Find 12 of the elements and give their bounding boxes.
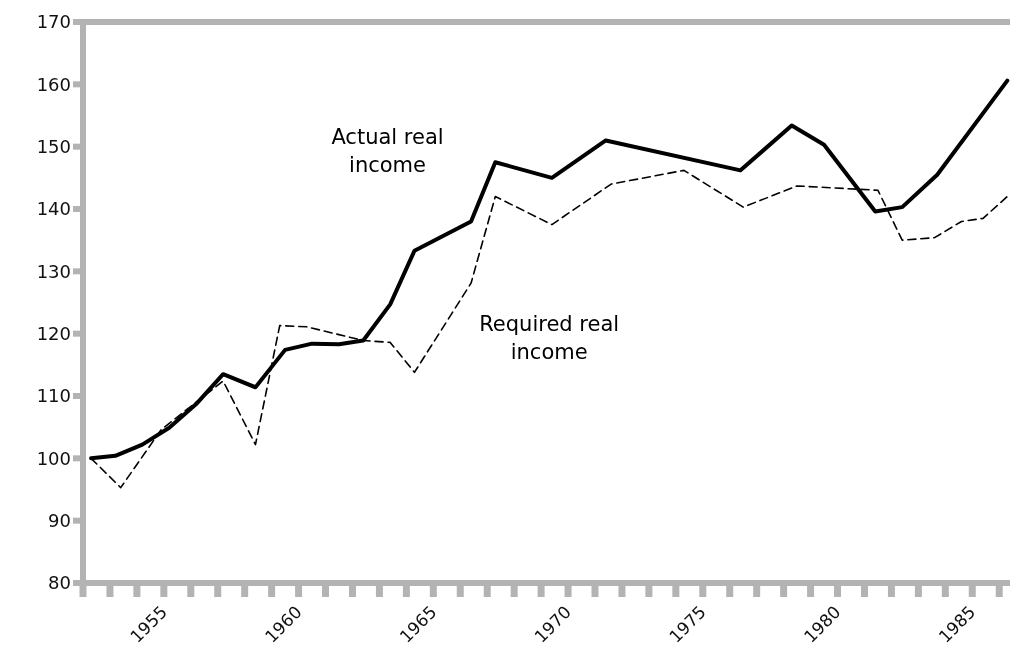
y-tick-label: 130	[36, 260, 71, 282]
y-tick-label: 110	[36, 385, 71, 407]
y-tick-label: 160	[36, 73, 71, 95]
y-tick-label: 120	[36, 322, 71, 344]
y-tick-label: 100	[36, 447, 71, 469]
y-tick-label: 170	[36, 11, 71, 33]
series-label: Required real income	[479, 311, 620, 364]
y-tick-label: 150	[36, 135, 71, 157]
y-tick-label: 80	[48, 572, 71, 594]
y-tick-label: 140	[36, 198, 71, 220]
text: Actual real income	[331, 124, 444, 177]
y-tick-label: 90	[48, 509, 71, 531]
